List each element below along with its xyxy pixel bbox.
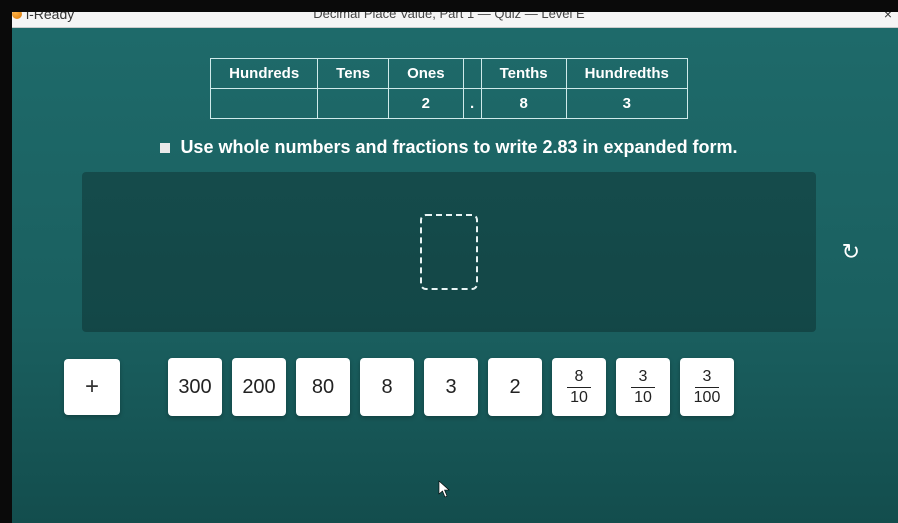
tile-plus[interactable]: + [64, 359, 120, 415]
col-hundredths: Hundredths [566, 59, 687, 89]
place-value-table: Hundreds Tens Ones Tenths Hundredths 2 .… [210, 58, 688, 119]
bullet-icon [160, 143, 170, 153]
tile-8[interactable]: 8 [360, 358, 414, 416]
tile-80[interactable]: 80 [296, 358, 350, 416]
brand-text: i-Ready [26, 6, 74, 22]
fraction-numerator: 3 [695, 369, 720, 388]
col-decimal [463, 59, 481, 89]
brand-logo-icon [12, 9, 22, 19]
table-header-row: Hundreds Tens Ones Tenths Hundredths [211, 59, 688, 89]
tile-3[interactable]: 3 [424, 358, 478, 416]
val-hundreds [211, 89, 318, 119]
tile-3-over-100[interactable]: 3 100 [680, 358, 734, 416]
place-value-table-wrap: Hundreds Tens Ones Tenths Hundredths 2 .… [50, 58, 848, 119]
val-tens [318, 89, 389, 119]
instruction-text: Use whole numbers and fractions to write… [180, 137, 737, 158]
tile-3-over-10[interactable]: 3 10 [616, 358, 670, 416]
brand: i-Ready [12, 6, 74, 22]
val-decimal: . [463, 89, 481, 119]
fraction-denominator: 10 [570, 388, 588, 406]
instruction: Use whole numbers and fractions to write… [50, 137, 848, 158]
col-hundreds: Hundreds [211, 59, 318, 89]
work-area[interactable]: ↻ [82, 172, 816, 332]
tiles-row: + 300 200 80 8 3 2 8 10 3 10 3 100 [50, 358, 848, 416]
content-area: Hundreds Tens Ones Tenths Hundredths 2 .… [0, 28, 898, 523]
table-value-row: 2 . 8 3 [211, 89, 688, 119]
tile-300[interactable]: 300 [168, 358, 222, 416]
col-ones: Ones [389, 59, 464, 89]
tile-2[interactable]: 2 [488, 358, 542, 416]
val-ones: 2 [389, 89, 464, 119]
page-title: Decimal Place Value, Part 1 — Quiz — Lev… [313, 6, 584, 21]
col-tens: Tens [318, 59, 389, 89]
fraction-numerator: 8 [567, 369, 592, 388]
tile-8-over-10[interactable]: 8 10 [552, 358, 606, 416]
val-tenths: 8 [481, 89, 566, 119]
fraction-numerator: 3 [631, 369, 656, 388]
fraction-denominator: 100 [694, 388, 721, 406]
val-hundredths: 3 [566, 89, 687, 119]
header-bar: i-Ready Decimal Place Value, Part 1 — Qu… [0, 0, 898, 28]
close-icon[interactable]: × [884, 6, 892, 22]
tile-200[interactable]: 200 [232, 358, 286, 416]
reset-icon[interactable]: ↻ [842, 239, 860, 265]
drop-slot[interactable] [420, 214, 478, 290]
col-tenths: Tenths [481, 59, 566, 89]
fraction-denominator: 10 [634, 388, 652, 406]
